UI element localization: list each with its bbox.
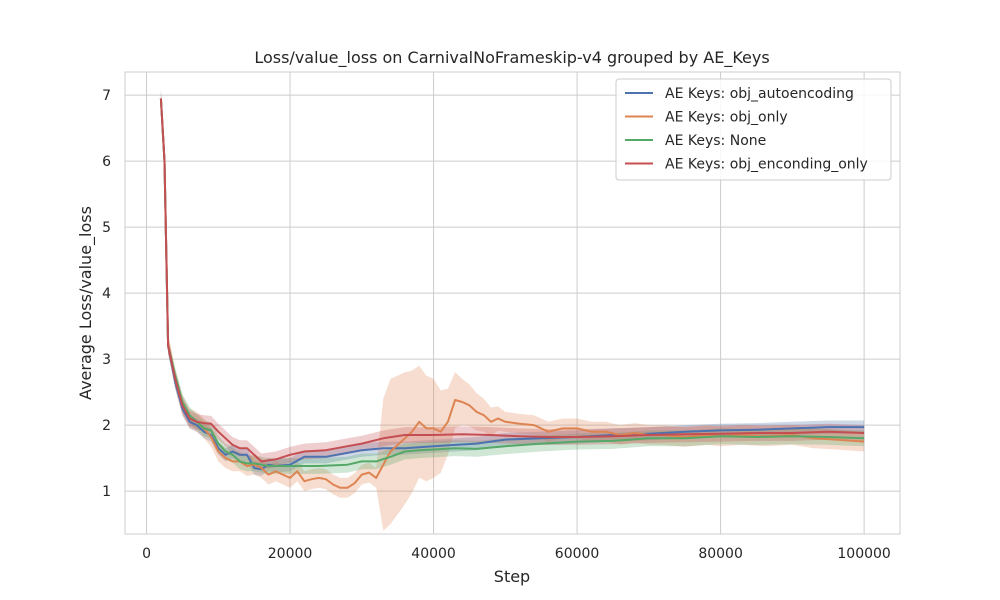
x-tick-label: 40000 (411, 546, 456, 562)
y-axis-label: Average Loss/value_loss (76, 206, 96, 400)
grid (125, 72, 900, 534)
legend-entry: AE Keys: obj_autoencoding (665, 86, 854, 102)
chart-title: Loss/value_loss on CarnivalNoFrameskip-v… (254, 48, 769, 68)
plot-frame (124, 71, 901, 535)
y-tick-label: 6 (102, 154, 111, 170)
legend-entry: AE Keys: obj_only (665, 110, 788, 126)
y-tick-label: 4 (102, 286, 111, 302)
y-tick-label: 2 (102, 418, 111, 434)
x-tick-label: 80000 (698, 546, 743, 562)
series-line (159, 98, 865, 467)
series-line (159, 98, 865, 463)
legend-entry: AE Keys: None (665, 133, 766, 149)
series-line (159, 98, 865, 489)
y-axis-ticks: 1 2 3 4 5 6 7 (102, 88, 111, 500)
x-axis-ticks: 0 20000 40000 60000 80000 100000 (142, 546, 891, 562)
x-tick-label: 20000 (268, 546, 313, 562)
x-axis-label: Step (494, 567, 530, 586)
x-tick-label: 0 (142, 546, 151, 562)
x-tick-label: 100000 (837, 546, 890, 562)
y-tick-label: 3 (102, 352, 111, 368)
series-lines (159, 98, 865, 489)
y-tick-label: 1 (102, 484, 111, 500)
y-tick-label: 5 (102, 220, 111, 236)
confidence-band (160, 90, 865, 470)
x-tick-label: 60000 (555, 546, 600, 562)
legend: AE Keys: obj_autoencoding AE Keys: obj_on… (615, 78, 892, 181)
legend-box (615, 78, 892, 181)
legend-entry: AE Keys: obj_enconding_only (665, 157, 868, 173)
y-tick-label: 7 (102, 88, 111, 104)
